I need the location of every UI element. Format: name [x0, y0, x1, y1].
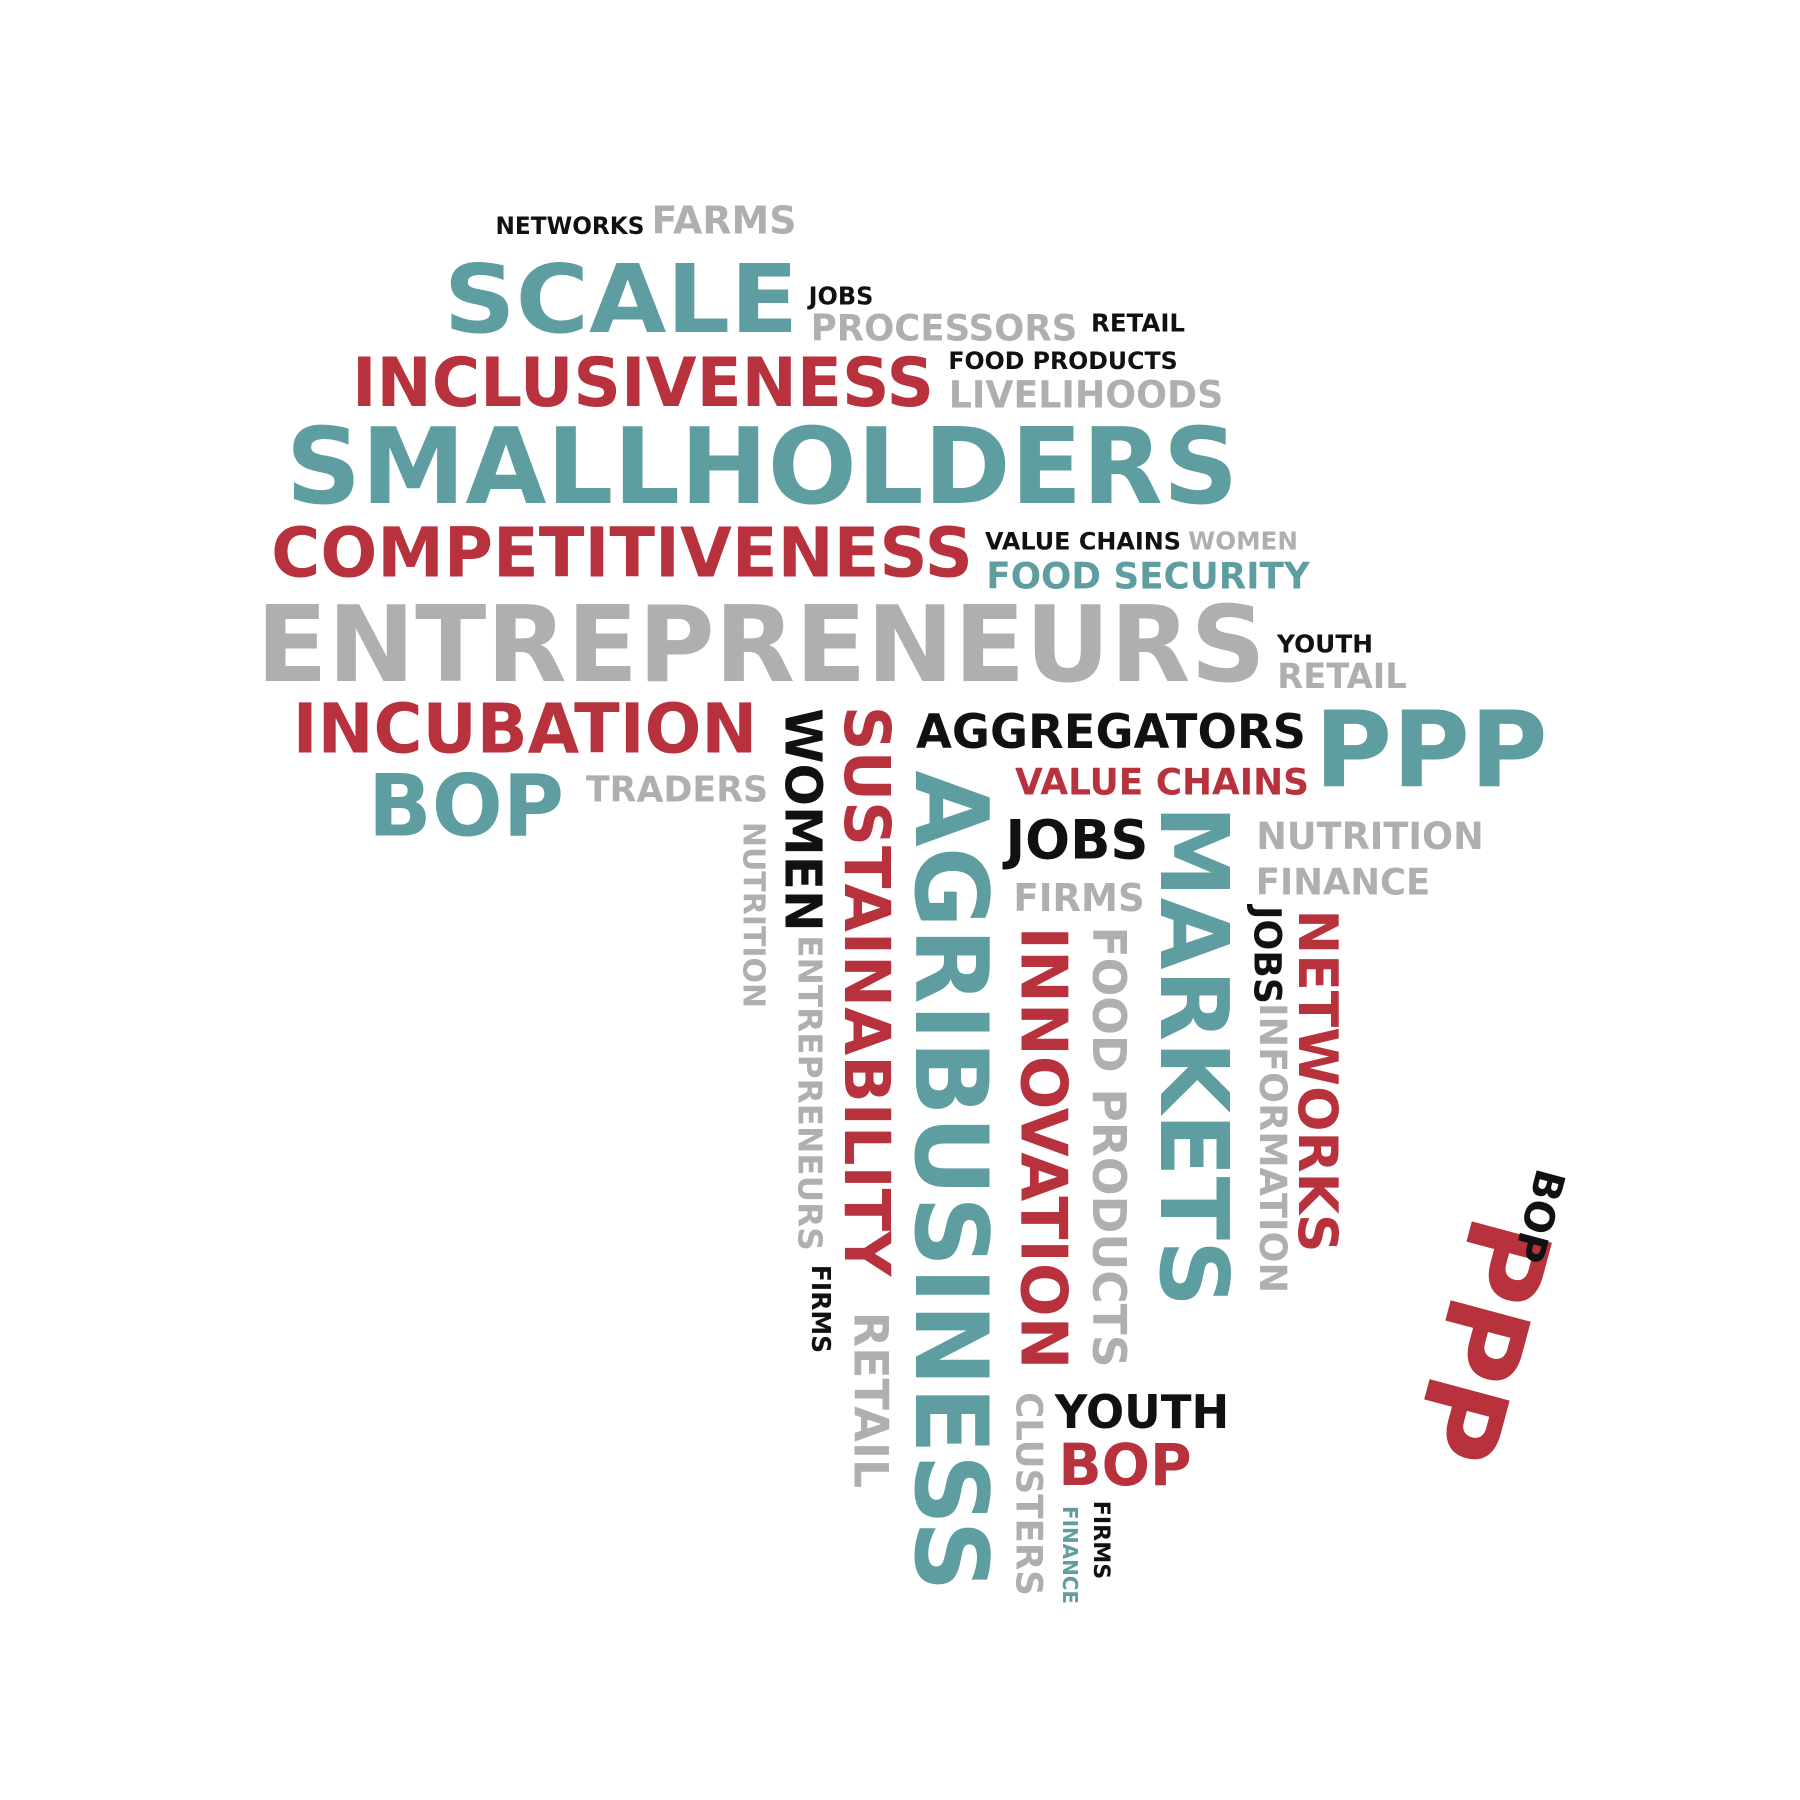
word-jobs-2: JOBS [1002, 809, 1149, 872]
word-networks-1: NETWORKS [496, 212, 645, 240]
word-bop-1: BOP [368, 758, 564, 857]
word-retail-1: RETAIL [1091, 309, 1185, 338]
word-aggregators: AGGREGATORS [916, 705, 1306, 760]
word-nutrition-2: NUTRITION [736, 822, 771, 1008]
word-livelihoods: LIVELIHOODS [949, 374, 1223, 417]
word-food-security: FOOD SECURITY [986, 555, 1310, 598]
word-retail-2: RETAIL [1277, 657, 1406, 697]
word-value-chains-2: VALUE CHAINS [1015, 761, 1309, 804]
word-bop-2: BOP [1058, 1431, 1191, 1499]
word-firms-1: FIRMS [1013, 876, 1144, 920]
word-retail-3: RETAIL [843, 1312, 898, 1488]
word-jobs-3: JOBS [1246, 903, 1289, 1004]
word-networks-2: NETWORKS [1286, 910, 1350, 1253]
word-finance-1: FINANCE [1256, 861, 1430, 904]
word-competitiveness: COMPETITIVENESS [271, 515, 973, 594]
word-markets: MARKETS [1138, 805, 1248, 1307]
word-food-products-1: FOOD PRODUCTS [948, 347, 1177, 375]
word-farms-1: FARMS [652, 199, 797, 244]
word-clusters: CLUSTERS [1008, 1392, 1051, 1596]
word-value-chains-1: VALUE CHAINS [985, 527, 1181, 556]
word-inclusiveness: INCLUSIVENESS [352, 344, 934, 422]
word-jobs-1: JOBS [807, 282, 874, 311]
word-entrepreneurs-1: ENTREPRENEURS [256, 584, 1265, 706]
word-women-2: WOMEN [773, 708, 832, 931]
word-innovation: INNOVATION [1006, 927, 1081, 1370]
word-entrepreneurs-2: ENTREPRENEURS [791, 935, 830, 1251]
word-processors: PROCESSORS [811, 307, 1078, 350]
word-nutrition-1: NUTRITION [1256, 814, 1483, 858]
word-firms-3: FIRMS [1088, 1501, 1114, 1579]
word-scale: SCALE [444, 245, 799, 355]
word-traders: TRADERS [586, 770, 768, 811]
word-incubation: INCUBATION [293, 691, 758, 770]
word-firms-2: FIRMS [806, 1265, 836, 1353]
word-youth-2: YOUTH [1054, 1385, 1229, 1439]
word-ppp-1: PPP [1314, 689, 1547, 811]
word-agribusiness: AGRIBUSINESS [892, 770, 1010, 1591]
word-women-1: WOMEN [1188, 527, 1298, 556]
word-sustainability: SUSTAINABILITY [830, 706, 904, 1277]
word-finance-2: FINANCE [1058, 1506, 1082, 1604]
word-food-products-2: FOOD PRODUCTS [1082, 927, 1136, 1368]
word-information: INFORMATION [1251, 1003, 1295, 1293]
word-smallholders: SMALLHOLDERS [286, 406, 1239, 528]
word-youth-1: YOUTH [1276, 630, 1373, 659]
